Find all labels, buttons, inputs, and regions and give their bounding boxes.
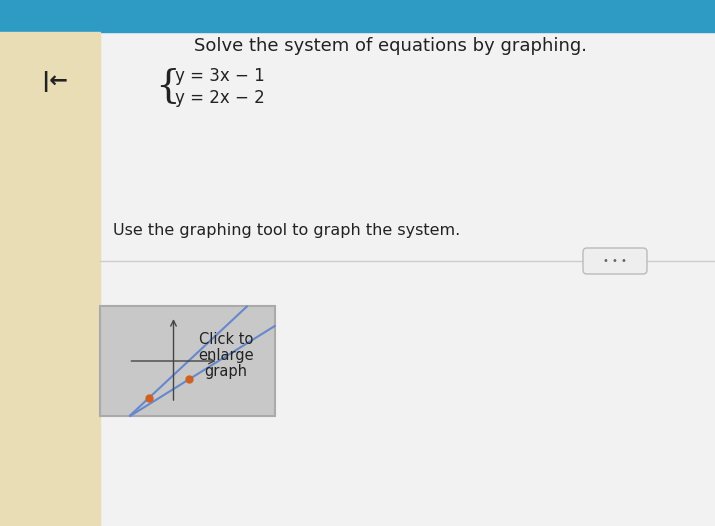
FancyBboxPatch shape [583,248,647,274]
Text: y = 2x − 2: y = 2x − 2 [175,89,265,107]
Text: Solve the system of equations by graphing.: Solve the system of equations by graphin… [194,37,586,55]
Bar [0,32,100,526]
Text: • • •: • • • [603,256,627,266]
Text: Use the graphing tool to graph the system.: Use the graphing tool to graph the syste… [113,224,460,238]
Text: {: { [155,68,179,106]
Bar [100,32,715,526]
Bar [100,306,275,416]
Text: y = 3x − 1: y = 3x − 1 [175,67,265,85]
Text: Click to: Click to [199,332,253,347]
Text: |←: |← [41,70,69,92]
Text: graph: graph [204,364,247,379]
Text: enlarge: enlarge [198,348,254,363]
Bar [0,0,715,32]
